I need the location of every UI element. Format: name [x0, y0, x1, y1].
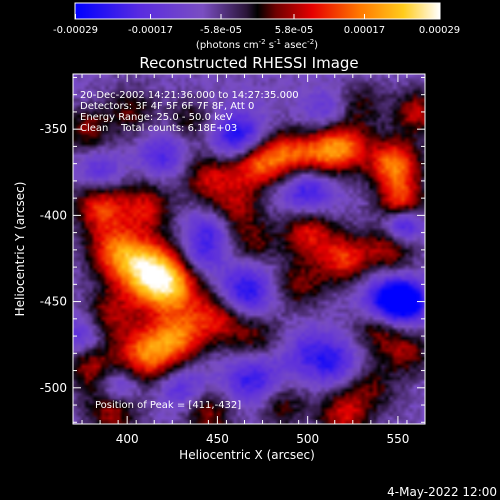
x-tick-label: 450	[206, 432, 229, 446]
x-tick-label: 400	[116, 432, 139, 446]
colorbar-tick-label: -0.00029	[53, 25, 98, 36]
x-axis-ticks: 400 450 500 550	[81, 74, 426, 446]
plot-area	[73, 74, 425, 424]
annotation-time: 20-Dec-2002 14:21:36.000 to 14:27:35.000	[80, 90, 299, 101]
y-tick-label: -500	[40, 381, 67, 395]
colorbar-tick-label: -0.00017	[128, 25, 173, 36]
colorbar-tick-label: 0.00017	[344, 25, 385, 36]
colorbar-ticks: -0.00029 -0.00017 -5.8e-05 5.8e-05 0.00017 0.…	[53, 14, 460, 36]
colorbar-tick-label: 5.8e-05	[275, 25, 313, 36]
y-tick-label: -450	[40, 295, 67, 309]
y-tick-label: -400	[40, 208, 67, 222]
annotation-energy: Energy Range: 25.0 - 50.0 keV	[80, 112, 233, 123]
x-axis-label: Heliocentric X (arcsec)	[179, 448, 315, 462]
heatmap-image	[73, 74, 425, 424]
annotation-counts: Clean Total counts: 6.18E+03	[80, 123, 237, 134]
annotation-detectors: Detectors: 3F 4F 5F 6F 7F 8F, Att 0	[80, 101, 254, 112]
plot-frame	[72, 73, 426, 425]
chart-title: Reconstructed RHESSI Image	[139, 54, 358, 72]
colorbar-units: (photons cm-2 s-1 asec-2)	[196, 38, 318, 51]
x-tick-label: 500	[296, 432, 319, 446]
colorbar-gradient	[74, 2, 441, 20]
colorbar-tick-label: -5.8e-05	[200, 25, 242, 36]
annotation-block: 20-Dec-2002 14:21:36.000 to 14:27:35.000…	[80, 90, 299, 411]
peak-position-label: Position of Peak = [411,-432]	[95, 400, 241, 411]
y-axis-ticks: -350 -400 -450 -500	[40, 76, 425, 423]
footer-date: 4-May-2022 12:00	[387, 485, 497, 499]
x-tick-label: 550	[386, 432, 409, 446]
colorbar-tick-label: 0.00029	[419, 25, 460, 36]
y-tick-label: -350	[40, 122, 67, 136]
y-axis-label: Heliocentric Y (arcsec)	[13, 182, 27, 317]
colorbar: -0.00029 -0.00017 -5.8e-05 5.8e-05 0.00017 0.…	[53, 2, 460, 51]
